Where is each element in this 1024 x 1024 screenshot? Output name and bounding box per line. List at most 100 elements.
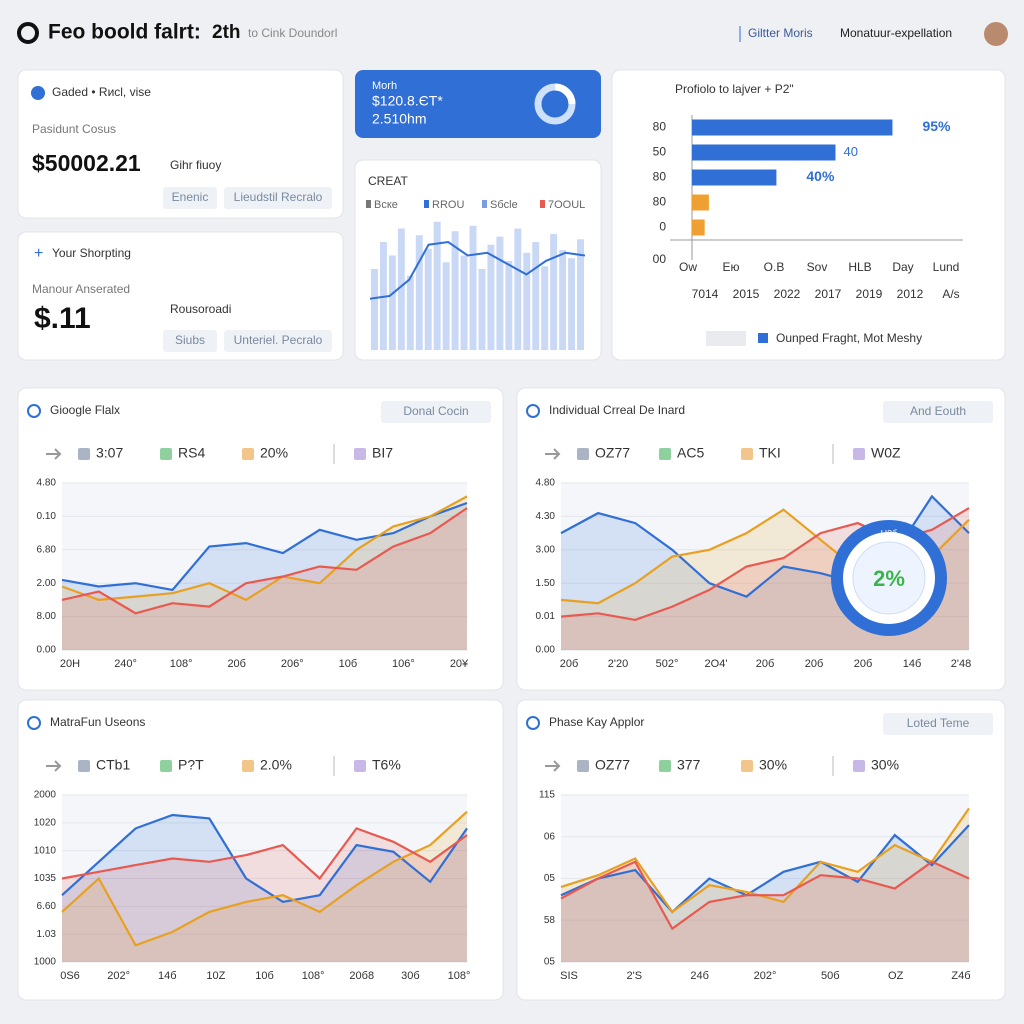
x-tick-label: 0S6 (60, 970, 80, 982)
stat-icon (160, 760, 172, 772)
x-label: Day (892, 260, 913, 274)
x-tick-label: 108° (448, 970, 471, 982)
button[interactable] (883, 401, 993, 423)
line (560, 824, 970, 914)
button-label[interactable]: Loted Teme (907, 716, 970, 730)
x-tick-label: 20б (854, 658, 873, 670)
button[interactable] (883, 713, 993, 735)
button-label[interactable]: Unteriel. Pecralo (234, 333, 323, 347)
mini-bar (451, 231, 459, 350)
button-label[interactable]: Lieudstil Recralo (234, 190, 323, 204)
button[interactable] (163, 187, 217, 209)
year-label: 2017 (815, 287, 842, 301)
mini-bar (550, 233, 558, 350)
stat-value: OZ77 (595, 445, 630, 461)
legend-box (706, 331, 746, 346)
card-label: Pasidunt Cosus (32, 122, 116, 136)
x-tick-label: 206° (281, 658, 304, 670)
mini-bar (505, 260, 513, 350)
legend-label: 7OOUL (548, 199, 585, 211)
y-tick-label: 4.30 (536, 511, 556, 522)
legend-swatch (482, 200, 487, 208)
legend-swatch (366, 200, 371, 208)
year-label: 7014 (692, 287, 719, 301)
bar (692, 169, 777, 186)
y-tick-label: 8.00 (37, 611, 57, 622)
area (62, 503, 467, 650)
stat-value: OZ77 (595, 757, 630, 773)
x-tick-label: 2'20 (608, 658, 628, 670)
button-label[interactable]: Enenic (172, 190, 209, 204)
stat-value: 377 (677, 757, 701, 773)
arrow (545, 760, 561, 772)
bar (692, 119, 893, 136)
area (62, 811, 467, 962)
x-tick-label: 10б (339, 658, 358, 670)
stat-icon (78, 760, 90, 772)
area (62, 496, 467, 650)
legend-label: Ounped Fraght, Mot Meshy (776, 331, 922, 345)
mini-bar (541, 266, 549, 350)
button-label[interactable]: Donal Cocin (403, 404, 468, 418)
x-label: O.B (764, 260, 785, 274)
button[interactable] (224, 330, 332, 352)
mini-bar (388, 255, 396, 350)
line (560, 807, 970, 914)
x-tick-label: SIS (560, 970, 578, 982)
plus-icon: + (34, 245, 43, 262)
blue-label: Morh (372, 80, 397, 92)
y-tick-label: 2000 (34, 790, 57, 801)
button-label[interactable]: Siubs (175, 333, 205, 347)
row-label: 80 (653, 120, 667, 134)
x-tick-label: 50б (821, 970, 840, 982)
button[interactable] (163, 330, 217, 352)
y-tick-label: 4.80 (37, 478, 57, 489)
y-tick-label: 0.00 (536, 645, 556, 656)
mini-bar (514, 228, 522, 350)
y-tick-label: 1.03 (37, 929, 57, 940)
legend-label: RROU (432, 199, 464, 211)
bar-title: Profiolo to lajver + P2" (675, 82, 794, 96)
y-tick-label: 05 (544, 957, 556, 968)
panel-title: Phase Kay Applor (549, 715, 644, 729)
mini-bar (469, 225, 477, 350)
stat-value: 2.0% (260, 757, 292, 773)
line (61, 810, 468, 947)
mini-bar (577, 239, 584, 350)
line (61, 507, 468, 615)
x-tick-label: 20Н (60, 658, 80, 670)
app-subtitle: to Cink Doundorl (248, 26, 337, 40)
year-label: 2019 (856, 287, 883, 301)
y-tick-label: 05 (544, 873, 556, 884)
bar-value-label: 95% (922, 118, 951, 134)
legend-swatch (540, 200, 545, 208)
y-tick-label: 115 (539, 790, 555, 801)
mini-bar (442, 262, 450, 350)
x-tick-label: 20б (560, 658, 579, 670)
logo (17, 22, 39, 44)
x-tick-label: 20б (227, 658, 246, 670)
panel-title: Individual Crreal De Inard (549, 403, 685, 417)
avatar[interactable] (984, 22, 1008, 46)
area (62, 815, 467, 962)
stat-icon (741, 448, 753, 460)
area (62, 508, 467, 650)
x-tick-label: 10Z (206, 970, 225, 982)
x-label: Sov (807, 260, 828, 274)
button[interactable] (224, 187, 332, 209)
x-tick-label: 108° (302, 970, 325, 982)
shopping-card (17, 231, 344, 361)
area (561, 808, 969, 962)
arrow (545, 448, 561, 460)
card-side: Rousoroadi (170, 302, 231, 316)
y-tick-label: 0.01 (536, 611, 556, 622)
user-name[interactable]: Monatuur-expellation (840, 26, 952, 40)
row-label: 0 (659, 220, 666, 234)
x-tick-label: 106° (392, 658, 415, 670)
mini-bar (496, 236, 504, 350)
button-label[interactable]: And Eouth (910, 404, 966, 418)
search-link[interactable]: Giltter Moris (748, 26, 813, 40)
y-tick-label: 4.80 (536, 478, 556, 489)
button[interactable] (381, 401, 491, 423)
